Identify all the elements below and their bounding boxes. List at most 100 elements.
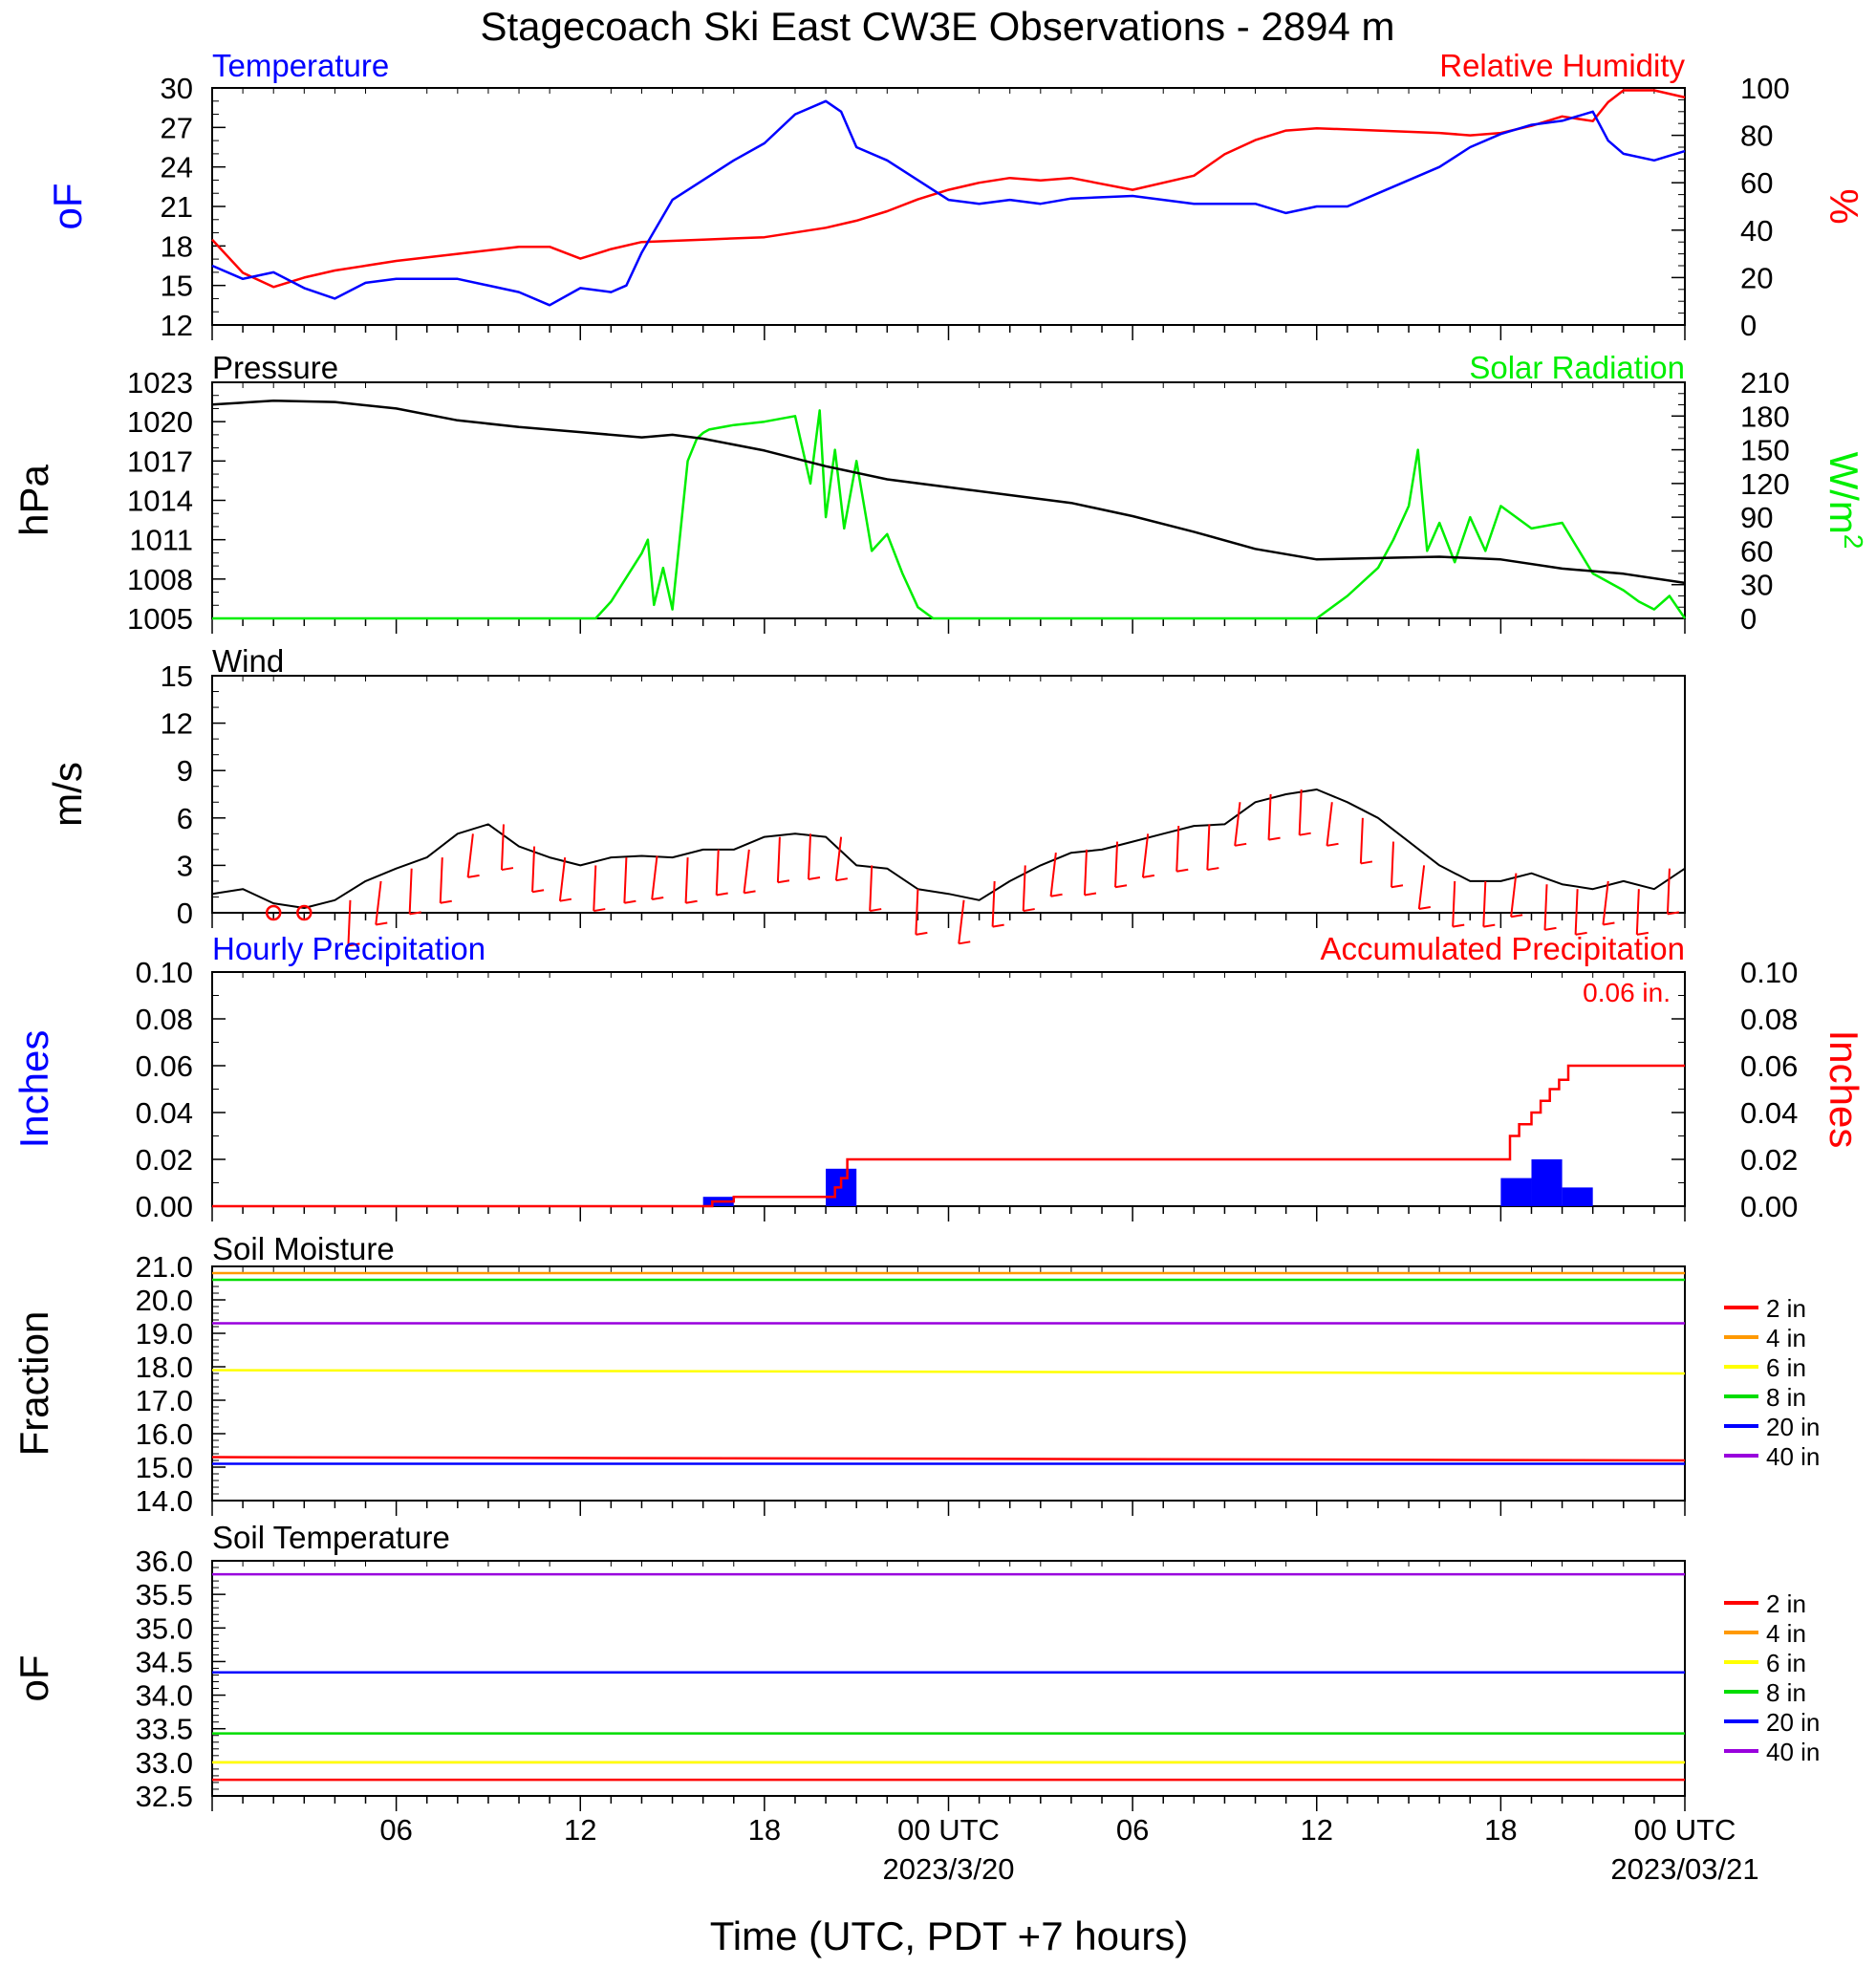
- time-tick-label: 00 UTC: [1634, 1813, 1736, 1847]
- wind-barb-shaft: [466, 833, 474, 878]
- wind-barb: [1298, 789, 1311, 836]
- panel-frame: [211, 381, 1686, 619]
- wind-barb: [466, 833, 480, 878]
- solar-axis-label-sup: 2: [1840, 534, 1869, 550]
- wind-barb-flag: [1453, 923, 1465, 928]
- wind-barb: [1114, 841, 1128, 889]
- wind-barb: [715, 849, 728, 897]
- y-right-tick-label: 210: [1740, 366, 1790, 400]
- y-right-tick-label: 0.04: [1740, 1096, 1798, 1130]
- y-tick-label: 24: [161, 151, 193, 184]
- soil-moisture-legend-label: 20 in: [1766, 1413, 1820, 1441]
- wind-barb-shaft: [1114, 841, 1119, 888]
- y-right-tick-label: 0.06: [1740, 1049, 1798, 1083]
- wind-barb: [1049, 853, 1063, 897]
- wind-barb: [347, 899, 360, 947]
- wind-barb-shaft: [1359, 817, 1364, 864]
- wind-barb: [958, 899, 971, 945]
- wind-barb-flag: [1418, 905, 1431, 910]
- pressure-axis-label: hPa: [11, 464, 56, 535]
- accum-precip-title: Accumulated Precipitation: [1320, 931, 1685, 966]
- wind-barb-shaft: [408, 868, 413, 915]
- wind-barb-shaft: [1175, 826, 1180, 872]
- y-tick-label: 1005: [127, 602, 193, 636]
- wind-barb-flag: [1299, 832, 1311, 836]
- wind-barb-flag: [870, 908, 882, 913]
- y-tick-label: 33.0: [136, 1746, 193, 1780]
- soil-temperature-title: Soil Temperature: [212, 1520, 450, 1555]
- wind-barb: [808, 833, 821, 880]
- y-tick-label: 0.02: [136, 1143, 193, 1177]
- panel-soil-moisture: 14.015.016.017.018.019.020.021.0 Soil Moi…: [11, 1231, 1820, 1518]
- wind-barb-shaft: [808, 833, 812, 880]
- wind-barb-flag: [1510, 914, 1523, 919]
- y-tick-label: 33.5: [136, 1713, 193, 1746]
- wind-barb-flag: [916, 931, 928, 936]
- solar-line: [212, 409, 1687, 620]
- wind-barb-shaft: [1417, 865, 1426, 910]
- wind-barb-shaft: [1267, 793, 1272, 840]
- wind-barb-flag: [1176, 868, 1189, 873]
- wind-title: Wind: [212, 643, 284, 679]
- wind-barb-shaft: [869, 865, 873, 912]
- y-tick-label: 9: [177, 754, 193, 788]
- wind-barb-flag: [559, 897, 572, 902]
- wind-barb-flag: [1575, 931, 1587, 936]
- soil-moisture-legend-label: 2 in: [1766, 1294, 1806, 1323]
- wind-barb-flag: [652, 897, 664, 901]
- y-tick-label: 35.0: [136, 1611, 193, 1645]
- y-right-tick-label: 30: [1740, 569, 1773, 602]
- wind-barb-flag: [624, 899, 636, 904]
- wind-barb-flag: [501, 867, 514, 872]
- y-right-tick-label: 60: [1740, 534, 1773, 568]
- wind-barb-shaft: [623, 857, 628, 903]
- wind-barb: [1206, 824, 1219, 872]
- wind-barb-flag: [1023, 908, 1035, 913]
- y-right-tick-label: 180: [1740, 400, 1790, 433]
- wind-barb: [869, 865, 882, 913]
- y-tick-label: 18: [161, 229, 193, 263]
- wind-barb-shaft: [715, 849, 720, 896]
- wind-barb-shaft: [651, 855, 658, 900]
- soil-temperature-legend-label: 20 in: [1766, 1708, 1820, 1737]
- y-tick-label: 1020: [127, 405, 193, 439]
- y-tick-label: 15.0: [136, 1451, 193, 1484]
- solar-title: Solar Radiation: [1469, 350, 1685, 385]
- y-tick-label: 15: [161, 270, 193, 303]
- wind-barb-shaft: [531, 846, 536, 893]
- wind-barb: [915, 889, 928, 936]
- time-date-label: 2023/03/21: [1610, 1852, 1758, 1886]
- wind-barb-flag: [348, 942, 360, 947]
- wind-barb: [1267, 793, 1281, 841]
- wind-barb: [743, 849, 756, 895]
- time-tick-label: 12: [1301, 1813, 1333, 1847]
- y-tick-label: 0.08: [136, 1003, 193, 1036]
- wind-barb-shaft: [1574, 889, 1579, 935]
- y-tick-label: 34.5: [136, 1645, 193, 1678]
- wind-barb: [651, 855, 664, 901]
- wind-barb: [991, 880, 1004, 928]
- wind-barb-flag: [1114, 884, 1128, 889]
- wind-barb: [1390, 841, 1404, 889]
- soil-temperature-legend-label: 4 in: [1766, 1619, 1806, 1648]
- time-date-label: 2023/3/20: [883, 1852, 1015, 1886]
- wind-barb: [408, 868, 421, 916]
- wind-barb-shaft: [558, 857, 567, 901]
- panel-frame: [211, 1560, 1686, 1797]
- wind-barb-flag: [1235, 842, 1247, 847]
- wind-barb-flag: [1603, 921, 1615, 926]
- soil-moisture-legend-label: 6 in: [1766, 1353, 1806, 1382]
- accum-precip-total: 0.06 in.: [1583, 978, 1671, 1007]
- wind-barb-calm: [265, 904, 282, 921]
- wind-barb: [684, 857, 698, 904]
- time-tick-label: 18: [1484, 1813, 1517, 1847]
- panel-temperature-humidity: 12 15 18 21 24 27 30 0 20 40 60 80 100 Temperature Rel…: [45, 48, 1866, 342]
- soil-moisture-legend-label: 8 in: [1766, 1383, 1806, 1412]
- pressure-title: Pressure: [212, 350, 338, 385]
- y-right-tick-label: 120: [1740, 467, 1790, 501]
- wind-barb: [593, 865, 606, 913]
- y-tick-label: 1017: [127, 444, 193, 478]
- wind-barb-flag: [777, 879, 790, 884]
- soil-temperature-axis-label: oF: [11, 1654, 56, 1701]
- wind-barb-shaft: [1635, 889, 1640, 935]
